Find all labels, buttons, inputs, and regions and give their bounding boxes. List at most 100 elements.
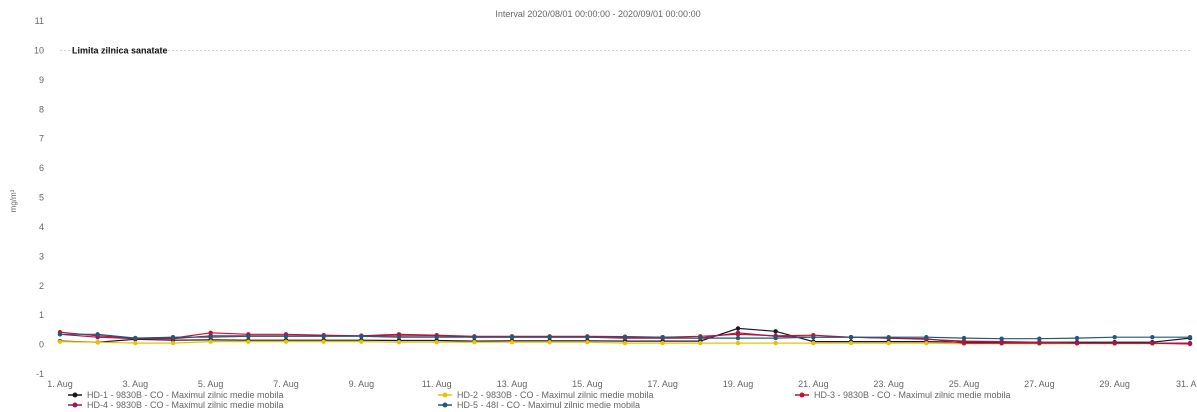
x-tick-label: 29. Aug — [1099, 379, 1130, 389]
data-point — [773, 329, 778, 334]
y-axis: -1 0 1 2 3 4 5 6 7 8 9 10 11 — [34, 16, 44, 379]
data-point — [848, 335, 854, 340]
data-point — [660, 335, 665, 340]
data-point — [57, 339, 63, 344]
data-point — [886, 335, 891, 340]
data-point — [434, 335, 439, 340]
data-point — [1037, 336, 1042, 341]
chart-title: Interval 2020/08/01 00:00:00 - 2020/09/0… — [495, 9, 700, 19]
data-point — [133, 335, 138, 341]
data-point — [585, 340, 590, 345]
y-tick-label: 3 — [39, 251, 44, 261]
data-point — [359, 334, 364, 339]
data-point — [622, 335, 628, 340]
legend-marker — [72, 402, 78, 408]
data-point — [773, 335, 778, 341]
y-tick-label: 6 — [39, 163, 44, 173]
data-point — [1112, 335, 1117, 340]
x-tick-label: 17. Aug — [647, 379, 678, 389]
data-point — [434, 340, 439, 345]
x-tick-label: 15. Aug — [572, 379, 603, 389]
legend-marker — [442, 392, 448, 398]
data-point — [999, 336, 1004, 341]
data-point — [735, 330, 741, 336]
data-point — [321, 334, 326, 339]
data-point — [1150, 340, 1155, 346]
x-tick-label: 31. A... — [1176, 379, 1197, 389]
data-point — [170, 335, 176, 340]
y-tick-label: 4 — [39, 222, 44, 232]
data-point — [1037, 340, 1042, 346]
data-point — [848, 340, 854, 346]
x-tick-label: 19. Aug — [723, 379, 754, 389]
data-point — [1187, 335, 1193, 340]
data-point — [585, 335, 590, 340]
data-point — [735, 340, 741, 346]
legend-item-label[interactable]: HD-5 - 48I - CO - Maximul zilnic medie m… — [457, 400, 640, 410]
data-point — [547, 340, 552, 345]
y-tick-label: 7 — [39, 134, 44, 144]
y-tick-label: -1 — [36, 369, 44, 379]
data-point — [472, 340, 477, 345]
data-point — [321, 339, 326, 344]
x-tick-label: 23. Aug — [873, 379, 904, 389]
data-point — [1150, 335, 1155, 340]
y-tick-label: 2 — [39, 281, 44, 291]
x-tick-label: 13. Aug — [497, 379, 528, 389]
x-tick-label: 25. Aug — [949, 379, 980, 389]
data-point — [622, 340, 628, 346]
data-point — [509, 340, 515, 345]
data-point — [359, 339, 364, 344]
data-point — [246, 339, 251, 344]
y-axis-label: mg/m³ — [9, 189, 18, 212]
x-tick-label: 27. Aug — [1024, 379, 1055, 389]
data-point — [773, 340, 778, 346]
data-point — [95, 340, 100, 345]
data-point — [924, 340, 929, 346]
data-point — [698, 340, 703, 346]
x-tick-label: 3. Aug — [123, 379, 149, 389]
data-point — [283, 339, 289, 344]
data-point — [208, 335, 213, 340]
data-point — [735, 326, 741, 331]
x-tick-label: 9. Aug — [349, 379, 375, 389]
data-point — [1187, 340, 1193, 346]
y-tick-label: 1 — [39, 310, 44, 320]
data-point — [1074, 335, 1080, 341]
data-point — [735, 335, 741, 341]
data-point — [811, 340, 816, 346]
y-tick-label: 11 — [35, 16, 44, 26]
legend[interactable]: HD-1 - 9830B - CO - Maximul zilnic medie… — [68, 390, 1011, 410]
x-tick-label: 7. Aug — [273, 379, 299, 389]
data-point — [961, 335, 967, 341]
data-point — [660, 340, 665, 346]
data-point — [133, 340, 138, 346]
data-point — [999, 340, 1004, 346]
data-point — [95, 332, 100, 337]
data-point — [1112, 340, 1117, 346]
y-tick-label: 8 — [39, 104, 44, 114]
data-point — [1074, 340, 1080, 346]
y-tick-label: 10 — [34, 45, 44, 55]
data-point — [170, 340, 176, 346]
legend-item-label[interactable]: HD-2 - 9830B - CO - Maximul zilnic medie… — [457, 390, 654, 400]
data-point — [924, 335, 929, 340]
x-tick-label: 11. Aug — [422, 379, 452, 389]
legend-marker — [72, 392, 78, 398]
data-point — [396, 340, 402, 345]
x-axis: 1. Aug 3. Aug 5. Aug 7. Aug 9. Aug 11. Aug 13.… — [47, 379, 1197, 389]
y-tick-label: 0 — [39, 340, 44, 350]
data-point — [246, 334, 251, 339]
data-point — [396, 335, 402, 340]
data-point — [886, 340, 891, 346]
legend-marker — [442, 402, 448, 408]
y-tick-label: 5 — [39, 193, 44, 203]
legend-item-label[interactable]: HD-3 - 9830B - CO - Maximul zilnic medie… — [814, 390, 1011, 400]
y-tick-label: 9 — [39, 75, 44, 85]
data-point — [283, 334, 289, 339]
x-tick-label: 21. Aug — [798, 379, 829, 389]
legend-item-label[interactable]: HD-1 - 9830B - CO - Maximul zilnic medie… — [87, 390, 284, 400]
data-point — [547, 335, 552, 340]
data-point — [698, 335, 703, 341]
legend-item-label[interactable]: HD-4 - 9830B - CO - Maximul zilnic medie… — [87, 400, 284, 410]
